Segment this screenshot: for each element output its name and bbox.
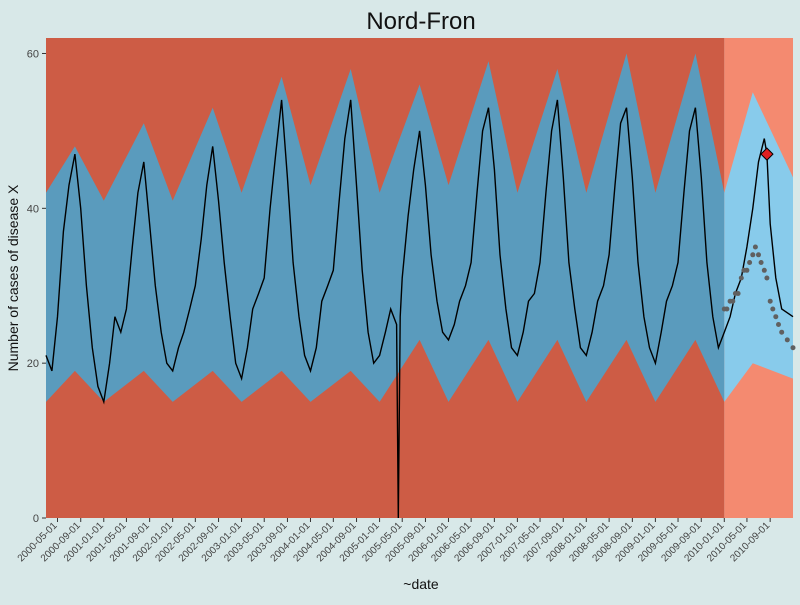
y-tick-label: 60 [27,48,39,60]
predicted-point [744,267,750,273]
y-axis: 0 20 40 60 [27,48,46,525]
predicted-point [784,337,790,343]
predicted-point [761,267,767,273]
predicted-point [735,291,741,296]
predicted-point [730,298,736,304]
prediction-band [724,92,793,402]
highlight-point [760,147,774,161]
x-axis-label: ~date [403,576,439,592]
chart-title: Nord-Fron [366,8,475,35]
predicted-point [752,244,758,250]
y-tick-label: 40 [27,203,39,215]
historical-band [46,53,725,402]
predicted-point [767,298,773,304]
y-tick-label: 0 [33,513,39,525]
predicted-point [764,275,770,281]
predicted-point [790,345,796,351]
predicted-point [724,306,730,312]
x-axis: 2000-05-012000-09-012001-01-012001-05-01… [16,518,773,564]
y-tick-label: 20 [27,358,39,370]
predicted-point [758,260,764,265]
predicted-point [773,314,779,320]
predicted-point [747,260,753,265]
y-axis-label: Number of cases of disease X [5,184,21,371]
predicted-point [756,252,761,258]
plot-area [45,38,796,519]
observed-line [45,99,794,519]
predicted-point [738,275,744,281]
predicted-point [770,306,776,312]
predicted-point [750,252,756,258]
predicted-point [776,322,781,327]
predicted-point [779,329,785,335]
